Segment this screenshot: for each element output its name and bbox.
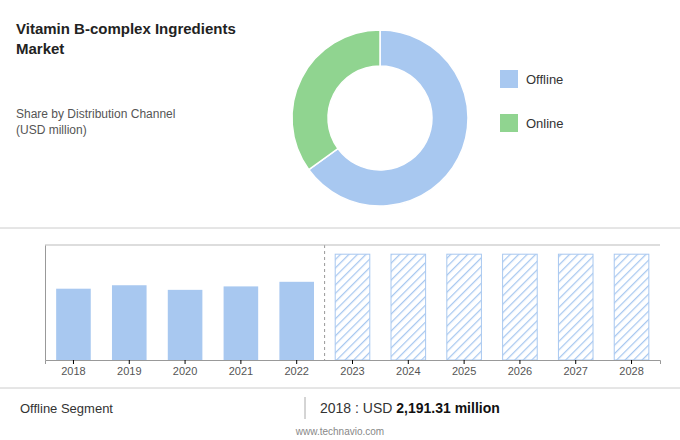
separator [0,228,680,229]
x-tick-label: 2020 [173,365,197,377]
subtitle-line: (USD million) [16,123,87,137]
x-tick-label: 2025 [452,365,476,377]
x-tick-label: 2028 [619,365,643,377]
x-tick-mark [73,360,74,364]
x-tick-mark [575,360,576,364]
x-tick-label: 2019 [117,365,141,377]
info-separator [0,388,680,389]
bar [224,286,259,360]
legend-item: Offline [500,70,563,88]
legend-swatch [500,114,518,132]
y-axis-line [45,246,46,361]
x-tick-label: 2024 [396,365,420,377]
x-tick-mark [185,360,186,364]
x-tick-mark [129,360,130,364]
x-tick: 2024 [396,360,420,377]
bar [391,254,426,360]
title: Vitamin B-complex Ingredients Market [16,20,236,57]
donut [292,30,468,206]
x-tick-mark [296,360,297,364]
x-tick-label: 2027 [563,365,587,377]
x-tick-label: 2018 [61,365,85,377]
watermark: www.technavio.com [295,426,384,437]
x-tick: 2022 [284,360,308,377]
x-tick: 2025 [452,360,476,377]
x-tick-mark [352,360,353,364]
bar [335,254,370,360]
legend-swatch [500,70,518,88]
legend-item: Online [500,114,564,132]
bar [558,254,593,360]
x-tick: 2019 [117,360,141,377]
title-line: Market [16,40,64,57]
x-tick-label: 2021 [229,365,253,377]
y-axis [45,246,46,361]
market-size: 2018 : USD 2,191.31 million [320,400,500,416]
series-divider [324,245,325,360]
segment-label: Offline Segment [20,401,113,416]
bar [503,254,538,360]
donut-slice [292,30,380,170]
bar [56,289,91,360]
x-tick: 2018 [61,360,85,377]
bar [168,290,203,360]
chart: Vitamin B-complex Ingredients Market Share… [0,0,680,440]
x-tick: 2020 [173,360,197,377]
x-tick-mark [631,360,632,364]
bar [447,254,482,360]
bar [112,285,147,360]
frame-top [45,245,660,246]
x-tick-mark [240,360,241,364]
x-tick-mark [464,360,465,364]
market-size-text: 2018 : USD [320,400,396,416]
x-tick-mark [519,360,520,364]
x-tick: 2028 [619,360,643,377]
x-axis-line [46,361,661,365]
x-axis: 2018 2019 2020 2021 2022 2023 2024 2025 2026 2027… [46,360,661,377]
subtitle-line: Share by Distribution Channel [16,107,175,121]
legend-label: Offline [526,72,563,87]
title-line: Vitamin B-complex Ingredients [16,20,236,37]
x-tick-label: 2022 [284,365,308,377]
x-tick: 2026 [508,360,532,377]
x-tick: 2027 [563,360,587,377]
x-tick: 2023 [340,360,364,377]
legend-label: Online [526,116,564,131]
bars [56,254,649,360]
x-tick-label: 2023 [340,365,364,377]
x-tick: 2021 [229,360,253,377]
legend: Offline Online [500,70,564,132]
info-divider [305,397,306,419]
x-tick-mark [408,360,409,364]
bar [279,282,314,360]
market-size-value: 2,191.31 million [396,400,500,416]
x-tick-label: 2026 [508,365,532,377]
bar [614,254,649,360]
subtitle: Share by Distribution Channel (USD millio… [16,107,175,137]
